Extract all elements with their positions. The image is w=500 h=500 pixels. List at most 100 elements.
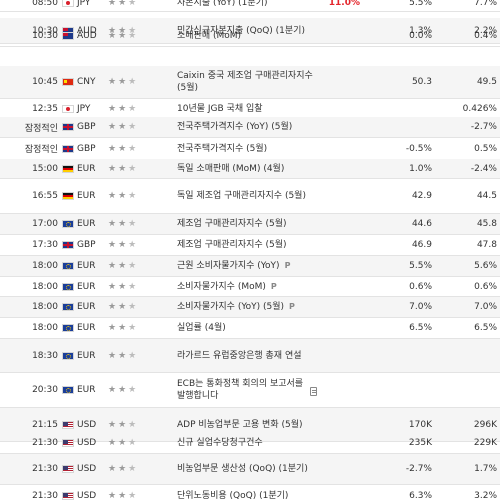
event-title[interactable]: 자본지출 (YoY) (1분기) — [177, 0, 268, 8]
event-name[interactable]: 자본지출 (YoY) (1분기) — [177, 0, 317, 11]
previous-value: 296K — [473, 419, 497, 430]
forecast-value — [360, 373, 432, 407]
event-title[interactable]: 소매판매 (MoM) — [177, 31, 242, 41]
event-title[interactable]: 라가르드 유럽중앙은행 총재 연설 — [177, 350, 302, 361]
calendar-row[interactable]: 21:30 USD ★ ★ ★ 비농업부문 생산성 (QoQ) (1분기) -2.7% 1.7… — [0, 454, 500, 485]
event-name[interactable]: 실업률 (4월) — [177, 318, 317, 338]
previous-value: 0.6% — [474, 281, 497, 292]
calendar-row[interactable]: 18:00 EUR ★ ★ ★ 근원 소비자물가지수 (YoY) P 5.5% 5.6% — [0, 256, 500, 277]
event-name[interactable]: 비농업부문 생산성 (QoQ) (1분기) — [177, 454, 317, 484]
flag-eu-icon — [62, 214, 74, 234]
calendar-row[interactable]: 18:30 EUR ★ ★ ★ 라가르드 유럽중앙은행 총재 연설 — [0, 339, 500, 373]
calendar-row[interactable]: 12:35 JPY ★ ★ ★ 10년물 JGB 국채 입찰 0.426% — [0, 99, 500, 119]
calendar-row[interactable]: 21:30 USD ★ ★ ★ 신규 실업수당청구건수 235K 229K — [0, 433, 500, 454]
event-time: 21:30 — [32, 490, 58, 500]
calendar-row[interactable]: 17:00 EUR ★ ★ ★ 제조업 구매관리자지수 (5월) 44.6 45.8 — [0, 214, 500, 235]
event-title[interactable]: 제조업 구매관리자지수 (5월) — [177, 219, 287, 229]
calendar-row[interactable]: 10:45 CNY ★ ★ ★ Caixin 중국 제조업 구매관리자지수 (5월) 50.… — [0, 66, 500, 99]
event-title[interactable]: ADP 비농업부문 고용 변화 (5월) — [177, 419, 303, 430]
event-name[interactable]: ADP 비농업부문 고용 변화 (5월) — [177, 408, 317, 441]
event-name[interactable]: 라가르드 유럽중앙은행 총재 연설 — [177, 339, 317, 372]
calendar-row[interactable]: 17:30 GBP ★ ★ ★ 제조업 구매관리자지수 (5월) 46.9 47.8 — [0, 235, 500, 256]
star-icon: ★ — [108, 31, 117, 41]
event-name[interactable]: Caixin 중국 제조업 구매관리자지수 (5월) — [177, 66, 317, 98]
star-icon: ★ — [118, 240, 127, 250]
event-name[interactable]: 독일 제조업 구매관리자지수 (5월) — [177, 179, 317, 213]
forecast-value — [360, 99, 432, 118]
event-name[interactable]: 제조업 구매관리자지수 (5월) — [177, 214, 317, 234]
event-title[interactable]: 전국주택가격지수 (YoY) (5월) — [177, 122, 293, 132]
calendar-row[interactable]: 잠정적인 GBP ★ ★ ★ 전국주택가격지수 (5월) -0.5% 0.5% — [0, 138, 500, 160]
calendar-row[interactable]: 08:50 JPY ★ ★ ★ 자본지출 (YoY) (1분기) 11.0% 5.5% 7.7% — [0, 0, 500, 12]
event-name[interactable]: 근원 소비자물가지수 (YoY) P — [177, 256, 317, 276]
flag-eu-icon — [62, 339, 74, 372]
event-name[interactable]: 10년물 JGB 국채 입찰 — [177, 99, 317, 118]
forecast-value: 44.6 — [411, 219, 432, 229]
star-icon: ★ — [118, 25, 127, 36]
flag-gb-icon — [62, 117, 74, 137]
calendar-row[interactable]: 잠정적인 GBP ★ ★ ★ 전국주택가격지수 (YoY) (5월) -2.7% — [0, 117, 500, 138]
calendar-row[interactable]: 10:30 AUD ★ ★ ★ 민간신규자본지출 (QoQ) (1분기) 1.3% 2.2% — [0, 18, 500, 44]
event-title[interactable]: 소비자물가지수 (YoY) (5월) — [177, 302, 285, 312]
event-title[interactable]: 비농업부문 생산성 (QoQ) (1분기) — [177, 464, 308, 474]
event-name[interactable]: 전국주택가격지수 (5월) — [177, 138, 317, 159]
forecast-value: -0.5% — [405, 143, 432, 154]
event-name[interactable]: 전국주택가격지수 (YoY) (5월) — [177, 117, 317, 137]
importance-stars: ★ ★ ★ — [108, 373, 158, 407]
forecast-value: 6.5% — [409, 323, 432, 333]
event-name[interactable]: 독일 소매판매 (MoM) (4월) — [177, 159, 317, 178]
event-title[interactable]: 독일 제조업 구매관리자지수 (5월) — [177, 191, 306, 201]
importance-stars: ★ ★ ★ — [108, 235, 158, 255]
calendar-row[interactable]: 20:30 EUR ★ ★ ★ ECB는 통화정책 회의의 보고서를 발행합니다 — [0, 373, 500, 408]
event-time: 20:30 — [32, 385, 58, 395]
calendar-row[interactable]: 18:00 EUR ★ ★ ★ 소비자물가지수 (MoM) P 0.6% 0.6% — [0, 277, 500, 297]
currency-code: USD — [77, 490, 97, 500]
star-icon: ★ — [118, 464, 127, 474]
event-time: 18:00 — [32, 261, 58, 271]
actual-value — [320, 433, 360, 453]
currency-code: GBP — [77, 122, 96, 132]
event-title[interactable]: 10년물 JGB 국채 입찰 — [177, 103, 263, 114]
event-title[interactable]: 신규 실업수당청구건수 — [177, 438, 263, 448]
event-time: 10:30 — [32, 25, 58, 36]
event-time: 12:35 — [32, 103, 58, 114]
event-name[interactable]: ECB는 통화정책 회의의 보고서를 발행합니다 — [177, 373, 317, 407]
star-icon: ★ — [128, 103, 137, 114]
event-title[interactable]: 민간신규자본지출 (QoQ) (1분기) — [177, 25, 305, 36]
forecast-value: 7.0% — [409, 302, 432, 312]
event-title[interactable]: 제조업 구매관리자지수 (5월) — [177, 240, 287, 250]
calendar-row[interactable]: 18:00 EUR ★ ★ ★ 실업률 (4월) 6.5% 6.5% — [0, 318, 500, 339]
star-icon: ★ — [108, 261, 117, 271]
event-title[interactable]: 근원 소비자물가지수 (YoY) — [177, 261, 280, 271]
flag-gb-icon — [62, 235, 74, 255]
event-title[interactable]: 독일 소매판매 (MoM) (4월) — [177, 163, 285, 174]
previous-value: 1.7% — [474, 464, 497, 474]
event-name[interactable]: 소비자물가지수 (MoM) P — [177, 277, 317, 296]
event-title[interactable]: 전국주택가격지수 (5월) — [177, 143, 268, 154]
forecast-value: 6.3% — [409, 490, 432, 500]
event-title[interactable]: 소비자물가지수 (MoM) — [177, 281, 266, 292]
event-name[interactable]: 단위노동비용 (QoQ) (1분기) — [177, 485, 317, 500]
calendar-row[interactable]: 15:00 EUR ★ ★ ★ 독일 소매판매 (MoM) (4월) 1.0% -2.4% — [0, 159, 500, 179]
event-name[interactable]: 소비자물가지수 (YoY) (5월) P — [177, 297, 317, 317]
calendar-row[interactable]: 18:00 EUR ★ ★ ★ 소비자물가지수 (YoY) (5월) P 7.0% 7.0% — [0, 297, 500, 318]
flag-au-icon — [62, 26, 74, 46]
event-title[interactable]: 실업률 (4월) — [177, 323, 226, 333]
event-name[interactable]: 제조업 구매관리자지수 (5월) — [177, 235, 317, 255]
actual-value — [320, 26, 360, 46]
event-name[interactable]: 민간신규자본지출 (QoQ) (1분기) — [177, 18, 317, 43]
document-icon[interactable] — [310, 386, 317, 396]
previous-value — [432, 373, 497, 407]
event-name[interactable]: 신규 실업수당청구건수 — [177, 433, 317, 453]
event-title[interactable]: 단위노동비용 (QoQ) (1분기) — [177, 490, 289, 500]
calendar-row[interactable]: 10:30 AUD ★ ★ ★ 소매판매 (MoM) 0.0% 0.4% — [0, 26, 500, 47]
calendar-row[interactable]: 21:15 USD ★ ★ ★ ADP 비농업부문 고용 변화 (5월) 170K 296K — [0, 408, 500, 442]
previous-value: -2.7% — [470, 122, 497, 132]
calendar-row[interactable]: 16:55 EUR ★ ★ ★ 독일 제조업 구매관리자지수 (5월) 42.9 44.5 — [0, 179, 500, 214]
event-title[interactable]: ECB는 통화정책 회의의 보고서를 발행합니다 — [177, 379, 304, 401]
event-title[interactable]: Caixin 중국 제조업 구매관리자지수 (5월) — [177, 71, 313, 93]
event-name[interactable]: 소매판매 (MoM) — [177, 26, 317, 46]
calendar-row[interactable]: 21:30 USD ★ ★ ★ 단위노동비용 (QoQ) (1분기) 6.3% 3.2% — [0, 485, 500, 500]
star-icon: ★ — [108, 219, 117, 229]
flag-de-icon — [62, 159, 74, 178]
